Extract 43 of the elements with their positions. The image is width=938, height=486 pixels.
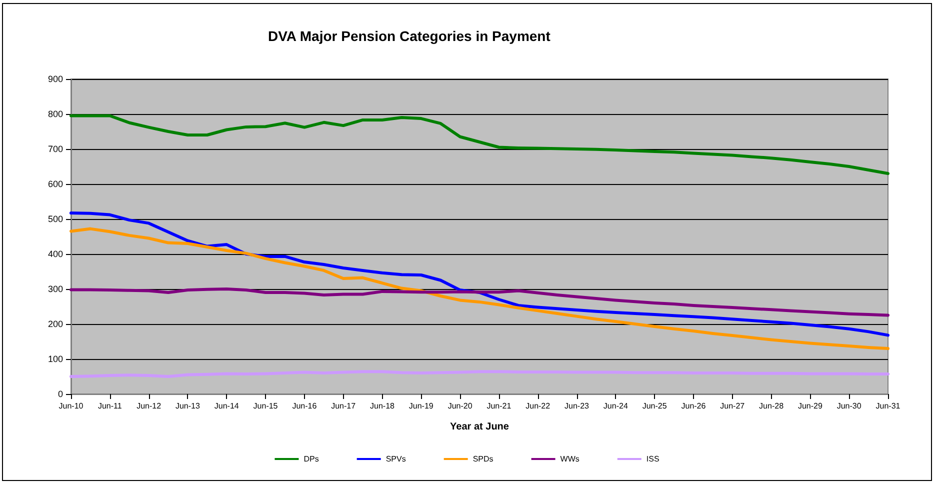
- legend-label: SPVs: [386, 454, 406, 464]
- legend-label: SPDs: [472, 454, 494, 464]
- x-tick-label: Jun-15: [253, 402, 278, 410]
- line-series: [70, 114, 890, 175]
- x-tick-label: Jun-12: [136, 402, 162, 410]
- legend-label: DPs: [304, 454, 319, 464]
- x-tick-label: Jun-27: [720, 402, 746, 410]
- x-tick-label: Jun-10: [58, 402, 84, 410]
- x-tick-label: Jun-25: [642, 402, 668, 410]
- y-tick-label: 900: [48, 74, 63, 84]
- x-tick-label: Jun-18: [370, 402, 396, 410]
- y-tick-label: 300: [48, 284, 63, 294]
- x-tick-label: Jun-26: [681, 402, 706, 410]
- x-tick-label: Jun-11: [98, 402, 122, 410]
- x-tick-label: Jun-13: [175, 402, 200, 410]
- x-tick-label: Jun-28: [759, 402, 784, 410]
- x-tick-label: Jun-31: [876, 402, 901, 410]
- x-tick-label: Jun-23: [564, 402, 590, 410]
- y-tick-label: 400: [48, 249, 63, 259]
- line-series: [70, 227, 890, 350]
- legend-label: ISS: [646, 454, 660, 464]
- line-series: [70, 212, 890, 337]
- y-tick-label: 800: [48, 109, 63, 119]
- chart-title: DVA Major Pension Categories in Payment: [268, 28, 551, 44]
- y-tick-label: 700: [48, 144, 63, 154]
- y-tick-label: 600: [48, 179, 63, 189]
- legend-label: WWs: [560, 454, 580, 464]
- y-tick-label: 500: [48, 214, 63, 224]
- x-tick-label: Jun-30: [836, 402, 862, 410]
- x-tick-label: Jun-24: [603, 402, 628, 410]
- x-tick-label: Jun-21: [486, 402, 512, 410]
- y-tick-label: 0: [58, 389, 63, 399]
- x-tick-label: Jun-14: [214, 402, 240, 410]
- x-tick-label: Jun-19: [408, 402, 434, 410]
- x-tick-label: Jun-20: [448, 402, 473, 410]
- x-tick-label: Jun-29: [798, 402, 823, 410]
- x-tick-label: Jun-16: [292, 402, 318, 410]
- y-tick-label: 200: [48, 319, 63, 329]
- y-tick-label: 100: [48, 354, 63, 364]
- line-series: [70, 288, 890, 317]
- x-tick-label: Jun-22: [526, 402, 551, 410]
- x-axis-title: Year at June: [450, 422, 510, 432]
- x-tick-label: Jun-17: [331, 402, 356, 410]
